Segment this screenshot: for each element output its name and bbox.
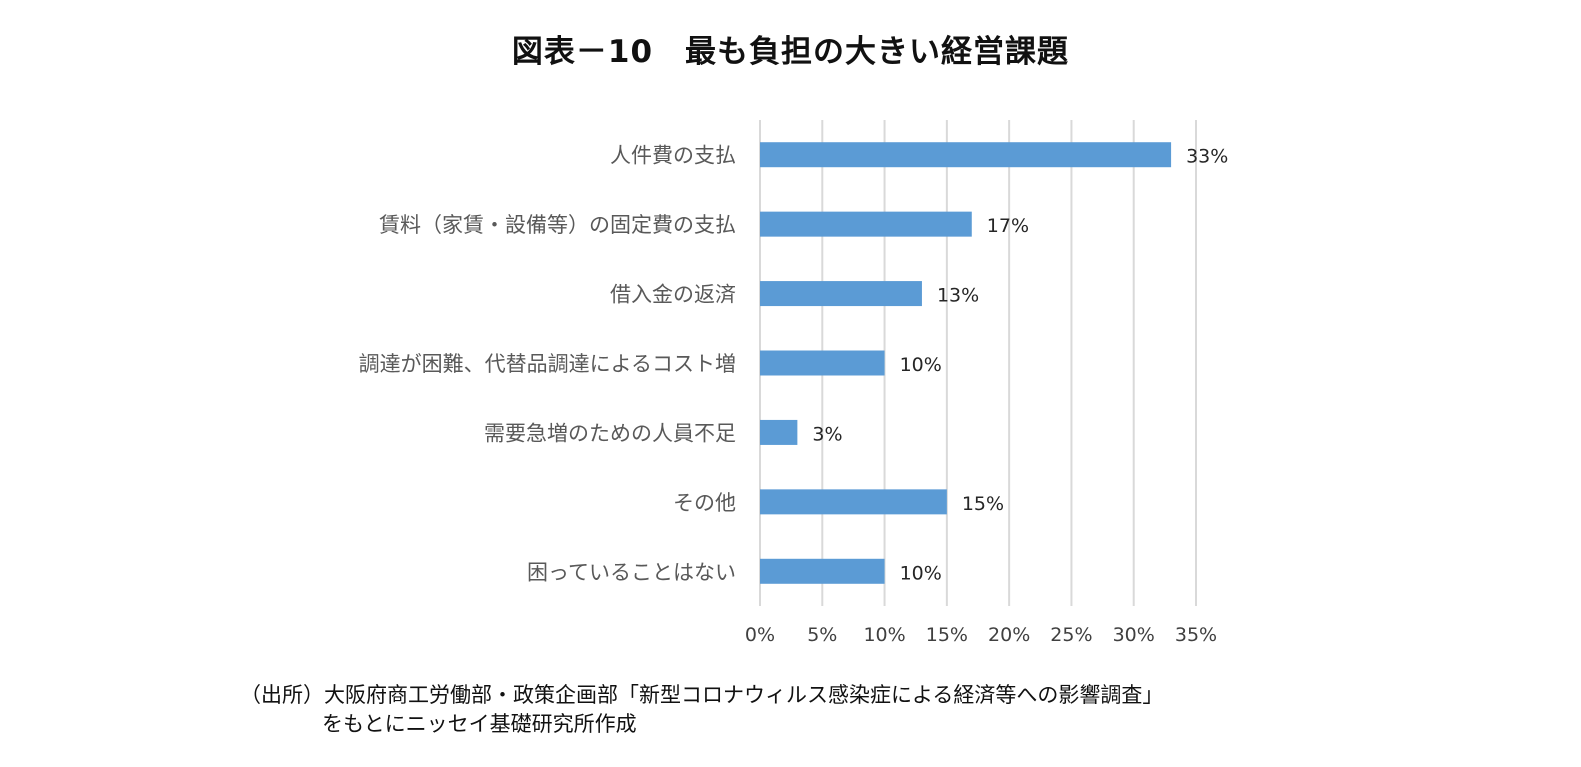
category-label: その他 [673, 491, 736, 515]
source-line-2: をもとにニッセイ基礎研究所作成 [322, 712, 637, 736]
bar [760, 211, 972, 237]
source-note: （出所）大阪府商工労働部・政策企画部「新型コロナウィルス感染症による経済等への影… [240, 681, 1163, 739]
data-label: 3% [812, 423, 842, 445]
chart-title: 図表－10 最も負担の大きい経営課題 [511, 34, 1070, 70]
x-tick-label: 35% [1175, 624, 1217, 646]
data-label: 10% [900, 562, 942, 584]
category-label: 人件費の支払 [610, 144, 736, 168]
bar [760, 142, 1172, 168]
data-label: 17% [987, 215, 1029, 237]
x-tick-label: 30% [1113, 624, 1155, 646]
bars [760, 142, 1172, 584]
bar [760, 281, 922, 307]
bar [760, 350, 885, 376]
x-tick-label: 10% [863, 624, 905, 646]
x-tick-label: 15% [926, 624, 968, 646]
data-label: 10% [900, 354, 942, 376]
x-tick-label: 0% [745, 624, 775, 646]
x-tick-label: 20% [988, 624, 1030, 646]
bar [760, 419, 798, 445]
category-labels: 人件費の支払賃料（家賃・設備等）の固定費の支払借入金の返済調達が困難、代替品調達… [359, 144, 736, 585]
x-tick-label: 25% [1050, 624, 1092, 646]
category-label: 賃料（家賃・設備等）の固定費の支払 [379, 213, 736, 237]
data-label: 13% [937, 285, 979, 307]
data-labels: 33% 17% 13% 10% 3% 15% 10% [812, 146, 1228, 585]
category-label: 借入金の返済 [610, 283, 736, 307]
data-label: 15% [962, 493, 1004, 515]
category-label: 調達が困難、代替品調達によるコスト増 [359, 352, 736, 376]
data-label: 33% [1186, 146, 1228, 168]
bar [760, 558, 885, 584]
x-tick-labels: 0% 5% 10% 15% 20% 25% 30% 35% [745, 624, 1217, 646]
bar [760, 489, 947, 515]
category-label: 困っていることはない [527, 560, 736, 584]
category-label: 需要急増のための人員不足 [484, 421, 736, 445]
source-line-1: （出所）大阪府商工労働部・政策企画部「新型コロナウィルス感染症による経済等への影… [240, 683, 1164, 707]
x-tick-label: 5% [807, 624, 837, 646]
